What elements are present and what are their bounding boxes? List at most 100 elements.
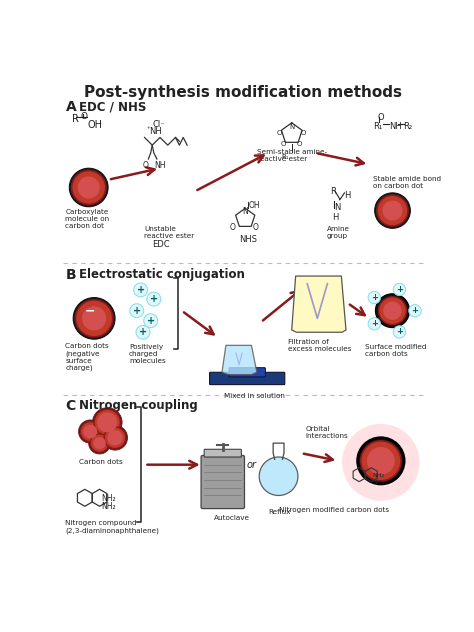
Circle shape [97,412,118,432]
Text: ⁺: ⁺ [147,126,151,133]
Text: +: + [150,294,158,304]
Text: Reflux: Reflux [268,509,291,514]
Text: H: H [345,191,351,200]
Text: Nitrogen coupling: Nitrogen coupling [80,399,198,412]
Circle shape [89,432,110,454]
Text: Unstable
reactive ester: Unstable reactive ester [145,226,195,239]
FancyBboxPatch shape [201,456,245,509]
Text: +: + [411,306,419,315]
Text: Semi-stable amine-
reactive ester: Semi-stable amine- reactive ester [257,149,327,162]
Text: O: O [142,161,148,169]
Text: A: A [65,100,76,114]
Circle shape [103,425,128,450]
Text: R: R [72,114,79,125]
Circle shape [136,325,150,339]
Text: O: O [230,223,236,232]
Text: N: N [242,207,248,216]
Circle shape [72,171,106,204]
Text: Surface modified
carbon dots: Surface modified carbon dots [365,344,427,357]
Text: +: + [396,285,403,294]
Circle shape [107,430,123,446]
Text: O: O [377,112,383,122]
Text: NH₂: NH₂ [372,480,384,485]
Circle shape [374,193,410,228]
Text: B: B [65,269,76,283]
Text: Stable amide bond
on carbon dot: Stable amide bond on carbon dot [373,176,441,189]
Text: R: R [330,188,337,197]
FancyBboxPatch shape [204,449,241,457]
Text: Carbon dots: Carbon dots [79,459,122,465]
Text: N: N [290,125,295,130]
Circle shape [367,447,395,475]
Circle shape [379,297,406,325]
Text: +: + [137,285,145,295]
Text: Amine
group: Amine group [327,226,350,239]
Text: Autoclave: Autoclave [214,514,250,521]
Circle shape [368,291,381,304]
Text: +: + [396,327,403,336]
Circle shape [144,313,158,327]
Circle shape [147,292,161,306]
Text: O: O [276,130,282,136]
Circle shape [104,427,126,449]
Text: OH: OH [87,119,102,130]
Text: EDC / NHS: EDC / NHS [80,100,147,114]
Text: Orbital
interactions: Orbital interactions [306,426,348,439]
Circle shape [377,195,408,226]
Circle shape [383,200,402,221]
Text: NH: NH [390,122,402,131]
Text: Post-synthesis modification methods: Post-synthesis modification methods [84,85,402,100]
Text: NH₂: NH₂ [101,494,116,502]
Text: Mixed in solution: Mixed in solution [224,393,285,399]
Text: O: O [281,142,286,147]
Text: +: + [371,293,378,302]
Text: +: + [146,316,155,325]
Circle shape [69,168,108,207]
Text: Nitrogen compound
(2,3-diaminonaphthalene): Nitrogen compound (2,3-diaminonaphthalen… [65,520,159,533]
Text: +: + [139,327,147,337]
Circle shape [130,304,144,318]
Text: Carbon dots
(negative
surface
charge): Carbon dots (negative surface charge) [65,343,109,371]
Text: −: − [84,304,95,317]
Text: O: O [296,142,302,147]
Text: Carboxylate
molecule on
carbon dot: Carboxylate molecule on carbon dot [65,209,109,229]
Text: O: O [253,223,259,232]
Circle shape [361,441,401,481]
Text: Nitrogen modified carbon dots: Nitrogen modified carbon dots [279,507,390,513]
Text: O: O [81,112,88,121]
Text: NH₂: NH₂ [101,502,116,511]
FancyBboxPatch shape [229,368,265,377]
Text: R₂: R₂ [403,122,412,131]
FancyBboxPatch shape [210,372,285,385]
Polygon shape [292,276,346,332]
Circle shape [82,307,106,331]
Text: OH: OH [248,200,260,210]
Circle shape [393,283,406,296]
Circle shape [75,300,113,337]
Text: or: or [246,459,256,470]
Circle shape [73,298,115,339]
Circle shape [368,318,381,330]
Text: O: O [301,130,306,136]
Circle shape [90,434,109,453]
Text: Cl⁻: Cl⁻ [152,119,165,129]
Circle shape [259,457,298,495]
Circle shape [79,420,102,443]
Circle shape [78,176,100,198]
Circle shape [393,325,406,338]
Circle shape [94,410,120,435]
Text: NH₂: NH₂ [372,473,384,478]
Circle shape [383,301,402,320]
Text: NHS: NHS [239,235,257,244]
Circle shape [92,408,122,437]
Text: NH: NH [149,126,162,136]
Circle shape [409,305,421,317]
Text: NH: NH [154,161,165,169]
Circle shape [375,294,410,327]
Circle shape [342,424,419,501]
Text: R₁: R₁ [373,122,383,131]
Text: R₁: R₁ [281,154,288,160]
Circle shape [93,437,106,449]
Text: EDC: EDC [152,240,170,249]
Text: N: N [334,203,341,212]
